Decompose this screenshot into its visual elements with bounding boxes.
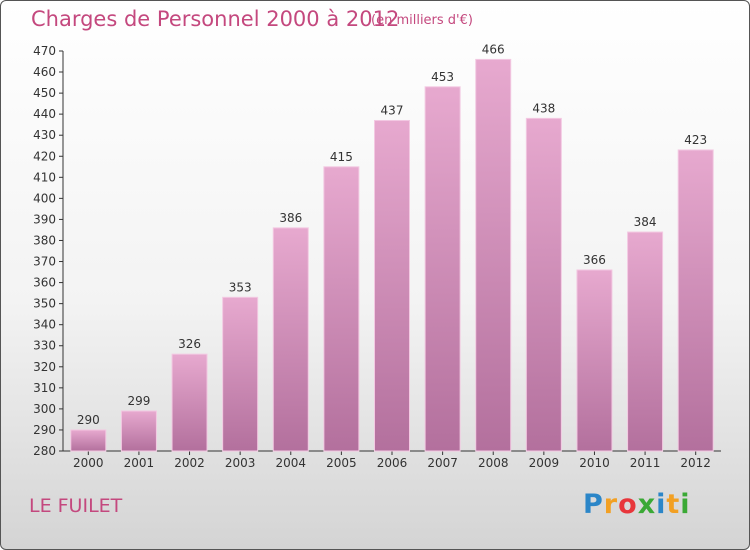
- logo-letter: i: [656, 489, 667, 520]
- y-tick-label: 300: [33, 402, 56, 416]
- x-tick-label: 2012: [680, 456, 711, 470]
- data-label: 415: [330, 150, 353, 164]
- x-tick-label: 2006: [377, 456, 408, 470]
- y-tick-label: 440: [33, 107, 56, 121]
- y-tick-label: 330: [33, 339, 56, 353]
- data-label: 386: [279, 211, 302, 225]
- bar-2004: [272, 227, 309, 452]
- y-tick-label: 390: [33, 212, 56, 226]
- bar-2006: [374, 119, 410, 452]
- proxiti-logo: Proxiti: [583, 489, 691, 520]
- y-tick-label: 360: [33, 276, 56, 290]
- logo-letter: P: [583, 489, 604, 520]
- data-label: 384: [634, 215, 657, 229]
- x-tick-label: 2008: [478, 456, 509, 470]
- data-label: 290: [77, 413, 100, 427]
- bar-2000: [70, 429, 107, 452]
- x-tick-label: 2001: [124, 456, 155, 470]
- y-tick-label: 380: [33, 233, 56, 247]
- data-label: 353: [229, 280, 252, 294]
- y-tick-label: 400: [33, 191, 56, 205]
- bar-2005: [323, 166, 360, 452]
- data-label: 423: [684, 133, 707, 147]
- data-label: 438: [532, 101, 555, 115]
- data-label: 366: [583, 253, 606, 267]
- y-tick-label: 470: [33, 44, 56, 58]
- chart-subtitle: (en milliers d'€): [371, 13, 473, 28]
- bar-2003: [222, 296, 259, 452]
- y-tick-label: 420: [33, 149, 56, 163]
- logo-letter: x: [637, 489, 657, 520]
- commune-name: LE FUILET: [29, 495, 123, 517]
- data-label: 437: [381, 103, 404, 117]
- x-tick-label: 2002: [174, 456, 205, 470]
- x-tick-label: 2011: [630, 456, 661, 470]
- y-tick-label: 460: [33, 65, 56, 79]
- axes: 280 290 300 310 320 330 340 350 360 370 380 390 400 4…: [33, 44, 721, 470]
- x-tick-label: 2009: [529, 456, 560, 470]
- data-label: 326: [178, 337, 201, 351]
- y-tick-label: 290: [33, 423, 56, 437]
- logo-letter: t: [666, 489, 681, 520]
- bar-2011: [627, 231, 664, 452]
- x-tick-label: 2004: [275, 456, 306, 470]
- bar-2010: [576, 269, 613, 452]
- logo-letter: i: [680, 489, 691, 520]
- data-label: 466: [482, 42, 505, 56]
- y-tick-label: 430: [33, 128, 56, 142]
- bar-2001: [120, 410, 157, 452]
- y-tick-label: 320: [33, 360, 56, 374]
- x-tick-label: 2000: [73, 456, 104, 470]
- x-tick-label: 2010: [579, 456, 610, 470]
- x-tick-label: 2005: [326, 456, 357, 470]
- bar-2002: [171, 353, 208, 452]
- bar-2007: [424, 86, 461, 452]
- data-label: 453: [431, 70, 454, 84]
- x-tick-label: 2007: [427, 456, 458, 470]
- chart-title: Charges de Personnel 2000 à 2012: [31, 7, 400, 31]
- y-tick-label: 410: [33, 170, 56, 184]
- y-tick-label: 350: [33, 297, 56, 311]
- y-tick-label: 310: [33, 381, 56, 395]
- logo-letter: r: [603, 489, 619, 520]
- logo-letter: o: [618, 489, 638, 520]
- bar-2008: [475, 58, 512, 452]
- x-tick-label: 2003: [225, 456, 256, 470]
- bar-2012: [677, 149, 714, 452]
- y-tick-label: 450: [33, 86, 56, 100]
- y-tick-label: 280: [33, 444, 56, 458]
- y-tick-label: 370: [33, 255, 56, 269]
- bars: 290 299 326 353 386 415 437 453 466 438 366 384 423: [70, 42, 714, 452]
- bar-2009: [525, 117, 562, 452]
- data-label: 299: [127, 394, 150, 408]
- y-tick-label: 340: [33, 318, 56, 332]
